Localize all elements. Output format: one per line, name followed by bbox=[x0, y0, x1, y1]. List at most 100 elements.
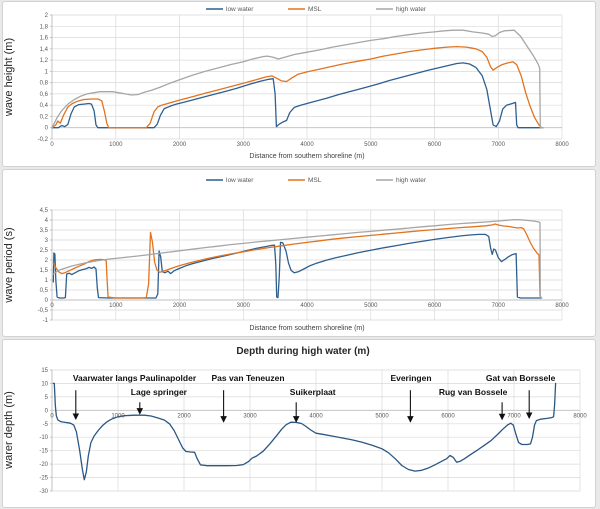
y-axis-title: wave period (s) bbox=[3, 227, 15, 303]
x-tick-label: 4000 bbox=[309, 413, 323, 419]
y-tick-label: 10 bbox=[41, 381, 48, 387]
wave-period-plot: 4,543,532,521,510,50-0,5-10 1000 2000 3000 4… bbox=[3, 177, 570, 332]
x-tick-label: 6000 bbox=[428, 142, 442, 148]
series-line-low-water bbox=[51, 62, 544, 129]
x-tick-label: 5000 bbox=[364, 142, 378, 148]
x-tick-label: 0 bbox=[50, 142, 54, 148]
annotation-label: Suikerplaat bbox=[290, 387, 336, 397]
series-line-MSL bbox=[52, 223, 543, 299]
y-tick-label: 15 bbox=[41, 368, 48, 374]
x-tick-label: 7000 bbox=[507, 413, 521, 419]
y-tick-label: -1 bbox=[43, 318, 49, 324]
wave-period-chart-card: 4,5 4 3,5 3 2,5 2 1,5 1 0,5 0 -0,5 -1 0 1000 2000 3000 4… bbox=[2, 169, 596, 337]
series-line-MSL bbox=[51, 45, 544, 129]
tick-labels: 4,543,532,521,510,50-0,5-10 1000 2000 3000 4… bbox=[38, 208, 570, 324]
y-tick-label: 1,4 bbox=[40, 47, 49, 53]
x-tick-label: 3000 bbox=[237, 303, 251, 309]
y-axis-title: wave height (m) bbox=[3, 38, 15, 117]
x-axis-title: Distance from southern shoreline (m) bbox=[249, 153, 364, 160]
x-tick-label: 5000 bbox=[375, 413, 389, 419]
x-tick-label: 1000 bbox=[111, 413, 125, 419]
y-tick-label: 2 bbox=[45, 258, 49, 264]
legend: low water MSL high water bbox=[206, 177, 427, 184]
series-line-low-water bbox=[52, 233, 543, 299]
annotation-label: Everingen bbox=[390, 373, 431, 383]
y-tick-label: -10 bbox=[39, 435, 48, 441]
x-tick-label: 8000 bbox=[555, 142, 569, 148]
annotation-label: Rug van Bossele bbox=[439, 387, 508, 397]
y-tick-label: 3 bbox=[45, 238, 49, 244]
y-tick-label: 2 bbox=[45, 13, 49, 19]
annotations: Vaarwater langs Paulinapolder Lage spring… bbox=[72, 373, 556, 423]
y-tick-label: -5 bbox=[43, 422, 49, 428]
series-line-depth bbox=[52, 382, 557, 481]
y-tick-label: 0 bbox=[45, 408, 49, 414]
legend-label: low water bbox=[226, 6, 254, 13]
tick-labels: 21,81,61,41,210,80,60,40,20-0,20 1000 2000… bbox=[38, 13, 570, 148]
y-tick-label: 0,6 bbox=[40, 92, 49, 98]
annotation-label: Gat van Borssele bbox=[486, 373, 556, 383]
y-tick-label: -25 bbox=[39, 476, 48, 482]
y-tick-label: 1 bbox=[45, 278, 49, 284]
wave-height-chart-card: 2 1,8 1,6 1,4 1,2 1 0,8 0,6 0,4 0,2 0 -0,2 0 1000 2000… bbox=[2, 1, 596, 167]
x-tick-label: 4000 bbox=[300, 142, 314, 148]
legend-label: MSL bbox=[308, 177, 322, 184]
y-tick-label: -15 bbox=[39, 449, 48, 455]
y-tick-label: 0,8 bbox=[40, 81, 49, 87]
x-tick-label: 5000 bbox=[364, 303, 378, 309]
depth-chart: 15 10 5 0 -5 -10 -15 -20 -25 -30 0 1000 2000 3000 4000… bbox=[3, 340, 595, 507]
x-tick-label: 2000 bbox=[173, 142, 187, 148]
x-tick-label: 1000 bbox=[109, 303, 123, 309]
wave-period-chart: 4,5 4 3,5 3 2,5 2 1,5 1 0,5 0 -0,5 -1 0 1000 2000 3000 4… bbox=[3, 170, 595, 336]
gridlines bbox=[51, 209, 563, 321]
x-tick-label: 8000 bbox=[573, 413, 587, 419]
y-tick-label: 0,4 bbox=[40, 103, 49, 109]
x-tick-label: 0 bbox=[50, 303, 54, 309]
annotation-label: Pas van Teneuzen bbox=[211, 373, 284, 383]
y-tick-label: -0,2 bbox=[38, 137, 49, 143]
x-tick-label: 6000 bbox=[441, 413, 455, 419]
legend-label: high water bbox=[396, 177, 427, 184]
y-tick-label: -20 bbox=[39, 462, 48, 468]
wave-height-plot: 21,81,61,41,210,80,60,40,20-0,20 1000 2000… bbox=[3, 6, 570, 160]
depth-chart-card: 15 10 5 0 -5 -10 -15 -20 -25 -30 0 1000 2000 3000 4000… bbox=[2, 339, 596, 508]
y-tick-label: -0,5 bbox=[38, 308, 49, 314]
annotation-label: Vaarwater langs Paulinapolder bbox=[73, 373, 197, 383]
series-line-high-water bbox=[52, 218, 543, 299]
x-tick-label: 4000 bbox=[300, 303, 314, 309]
legend-label: high water bbox=[396, 6, 427, 13]
x-tick-label: 1000 bbox=[109, 142, 123, 148]
y-tick-label: 3,5 bbox=[40, 228, 49, 234]
x-tick-label: 3000 bbox=[237, 142, 251, 148]
legend-label: MSL bbox=[308, 6, 322, 13]
legend: low water MSL high water bbox=[206, 6, 427, 13]
chart-title: Depth during high water (m) bbox=[236, 346, 369, 357]
y-tick-label: 0,5 bbox=[40, 288, 49, 294]
y-tick-label: 0,2 bbox=[40, 115, 49, 121]
y-tick-label: 4 bbox=[45, 218, 49, 224]
y-tick-label: 0 bbox=[45, 126, 49, 132]
x-axis-title: Distance from southern shoreline (m) bbox=[249, 325, 364, 332]
y-tick-label: 1 bbox=[45, 69, 49, 75]
x-tick-label: 6000 bbox=[428, 303, 442, 309]
x-tick-label: 7000 bbox=[492, 303, 506, 309]
x-tick-label: 0 bbox=[50, 413, 54, 419]
y-axis-title: warer depth (m) bbox=[3, 391, 15, 470]
y-tick-label: -30 bbox=[39, 489, 48, 495]
x-tick-label: 8000 bbox=[555, 303, 569, 309]
y-tick-label: 1,8 bbox=[40, 24, 49, 30]
x-tick-label: 7000 bbox=[492, 142, 506, 148]
y-tick-label: 2,5 bbox=[40, 248, 49, 254]
y-tick-label: 5 bbox=[45, 395, 49, 401]
x-tick-label: 2000 bbox=[177, 413, 191, 419]
y-tick-label: 4,5 bbox=[40, 208, 49, 214]
annotation-label: Lage springer bbox=[131, 387, 188, 397]
y-tick-label: 1,2 bbox=[40, 58, 49, 64]
wave-height-chart: 2 1,8 1,6 1,4 1,2 1 0,8 0,6 0,4 0,2 0 -0,2 0 1000 2000… bbox=[3, 2, 595, 166]
x-tick-label: 3000 bbox=[243, 413, 257, 419]
series-line-high-water bbox=[51, 29, 544, 129]
legend-label: low water bbox=[226, 177, 254, 184]
